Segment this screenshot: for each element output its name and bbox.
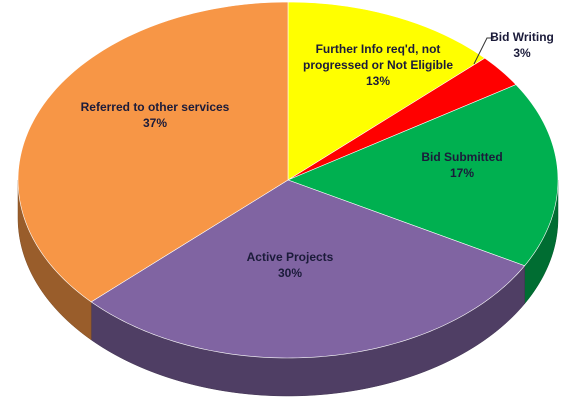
slice-label: Bid Writing 3%: [482, 29, 562, 61]
slice-value: 13%: [365, 74, 391, 88]
slice-value: 37%: [142, 116, 168, 130]
leader-line: [473, 37, 494, 65]
slice-label: Bid Submitted 17%: [407, 149, 517, 181]
slice-value: 30%: [277, 266, 303, 280]
slice-name: Referred to other services: [80, 100, 230, 114]
slice-label: Active Projects 30%: [220, 249, 360, 281]
slice-name: Further Info req'd, not progressed or No…: [302, 42, 454, 72]
pie-slice: [90, 179, 526, 359]
slice-name: Bid Submitted: [421, 150, 503, 164]
slice-value: 3%: [513, 46, 531, 60]
pie-slice: [17, 1, 289, 303]
slice-label: Further Info req'd, not progressed or No…: [288, 41, 468, 89]
pie-slice: [287, 57, 517, 181]
pie-slice: [287, 1, 486, 181]
slice-label: Referred to other services 37%: [80, 99, 230, 131]
pie-slice: [287, 84, 559, 267]
slice-value: 17%: [449, 166, 475, 180]
slice-name: Active Projects: [246, 250, 334, 264]
slice-name: Bid Writing: [490, 30, 554, 44]
